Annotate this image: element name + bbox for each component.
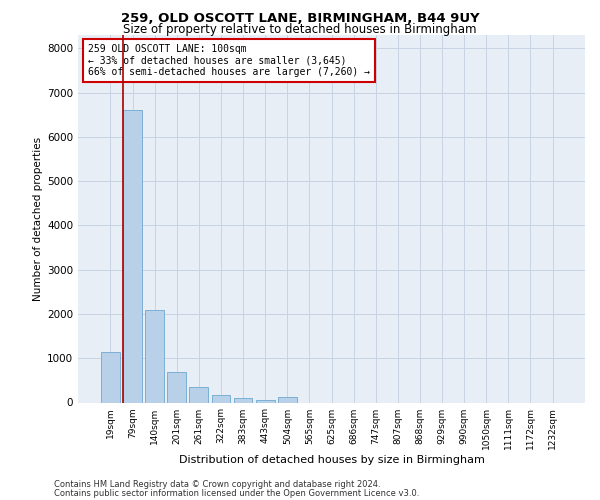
Bar xyxy=(256,400,275,402)
Bar xyxy=(190,388,208,402)
Bar xyxy=(123,110,142,403)
Bar xyxy=(212,396,230,402)
Bar xyxy=(278,397,296,402)
X-axis label: Distribution of detached houses by size in Birmingham: Distribution of detached houses by size … xyxy=(179,455,484,465)
Text: 259 OLD OSCOTT LANE: 100sqm
← 33% of detached houses are smaller (3,645)
66% of : 259 OLD OSCOTT LANE: 100sqm ← 33% of det… xyxy=(88,44,370,78)
Bar xyxy=(233,398,253,402)
Bar xyxy=(167,372,186,402)
Text: Size of property relative to detached houses in Birmingham: Size of property relative to detached ho… xyxy=(123,24,477,36)
Text: 259, OLD OSCOTT LANE, BIRMINGHAM, B44 9UY: 259, OLD OSCOTT LANE, BIRMINGHAM, B44 9U… xyxy=(121,12,479,25)
Bar xyxy=(145,310,164,402)
Text: Contains public sector information licensed under the Open Government Licence v3: Contains public sector information licen… xyxy=(54,488,419,498)
Bar xyxy=(101,352,120,403)
Text: Contains HM Land Registry data © Crown copyright and database right 2024.: Contains HM Land Registry data © Crown c… xyxy=(54,480,380,489)
Y-axis label: Number of detached properties: Number of detached properties xyxy=(33,136,43,301)
